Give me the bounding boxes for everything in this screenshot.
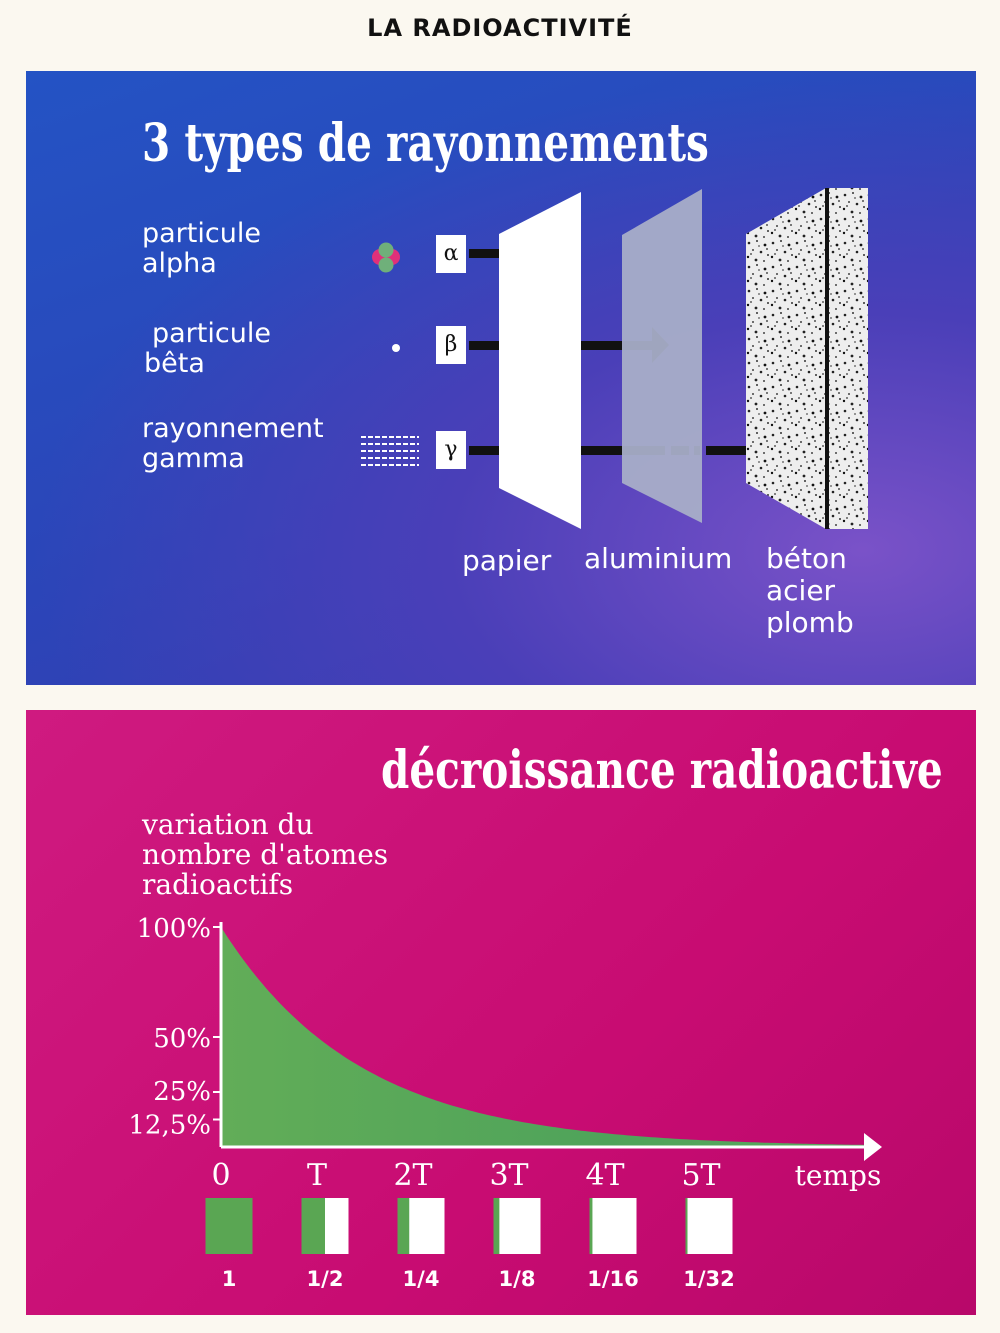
fraction-box-fill <box>589 1198 593 1254</box>
fraction-label: 1/2 <box>307 1267 344 1291</box>
beta-particle-icon <box>392 344 400 352</box>
beta-symbol: β <box>436 326 466 364</box>
fraction-box <box>493 1198 541 1254</box>
paper-label: papier <box>462 544 552 577</box>
page-title: LA RADIOACTIVITÉ <box>367 14 633 42</box>
fraction-box-fill <box>493 1198 500 1254</box>
y-tick-label: 50% <box>153 1024 211 1054</box>
fraction-label: 1/16 <box>587 1267 639 1291</box>
fraction-label: 1 <box>222 1267 237 1291</box>
x-tick-label: 5T <box>681 1158 720 1193</box>
fraction-box <box>589 1198 637 1254</box>
x-tick-label: 3T <box>489 1158 528 1193</box>
alpha-label: particule alpha <box>142 218 261 279</box>
fraction-label: 1/4 <box>403 1267 440 1291</box>
aluminium-label: aluminium <box>584 542 733 575</box>
gamma-wave-icon <box>361 436 419 466</box>
decay-panel: décroissance radioactive variation du no… <box>26 710 976 1315</box>
y-axis-title: variation du nombre d'atomes radioactifs <box>142 808 389 901</box>
x-tick-label: 0 <box>211 1158 230 1193</box>
fraction-box-fill <box>397 1198 410 1254</box>
fraction-label: 1/32 <box>683 1267 735 1291</box>
paper-sheet <box>499 192 581 529</box>
y-tick-label: 12,5% <box>128 1111 211 1141</box>
alpha-particle-icon <box>372 242 400 273</box>
decay-chart: 100% 50% 25% 12,5%0 T 2T 3T 4T 5T temps 1 1/2 1/4 1/8… <box>128 914 882 1291</box>
x-tick-label: 2T <box>393 1158 432 1193</box>
alpha-symbol: α <box>436 235 466 273</box>
y-tick-label: 100% <box>137 914 211 944</box>
fraction-box-fill <box>301 1198 325 1254</box>
radiation-diagram <box>361 188 868 529</box>
concrete-steel-lead-label: béton acier plomb <box>766 542 854 639</box>
fraction-label: 1/8 <box>499 1267 536 1291</box>
aluminium-sheet <box>622 189 702 523</box>
radiation-panel-title: 3 types de rayonnements <box>142 113 709 174</box>
x-axis-label: temps <box>795 1159 882 1192</box>
x-axis-arrowhead <box>864 1133 882 1161</box>
x-tick-label: 4T <box>585 1158 624 1193</box>
beta-label: particule bêta <box>144 318 271 379</box>
x-tick-label: T <box>307 1158 327 1193</box>
gamma-symbol: γ <box>436 431 466 469</box>
fraction-box <box>685 1198 733 1254</box>
decay-curve-area <box>221 927 865 1147</box>
concrete-block-side <box>826 188 868 529</box>
fraction-box-fill <box>685 1198 688 1254</box>
gamma-label: rayonnement gamma <box>142 413 324 474</box>
y-tick-label: 25% <box>153 1077 211 1107</box>
decay-panel-title: décroissance radioactive <box>381 740 943 801</box>
fraction-box-fill <box>205 1198 253 1254</box>
radiation-panel: 3 types de rayonnements particule alpha … <box>26 71 976 685</box>
concrete-block <box>746 188 826 529</box>
